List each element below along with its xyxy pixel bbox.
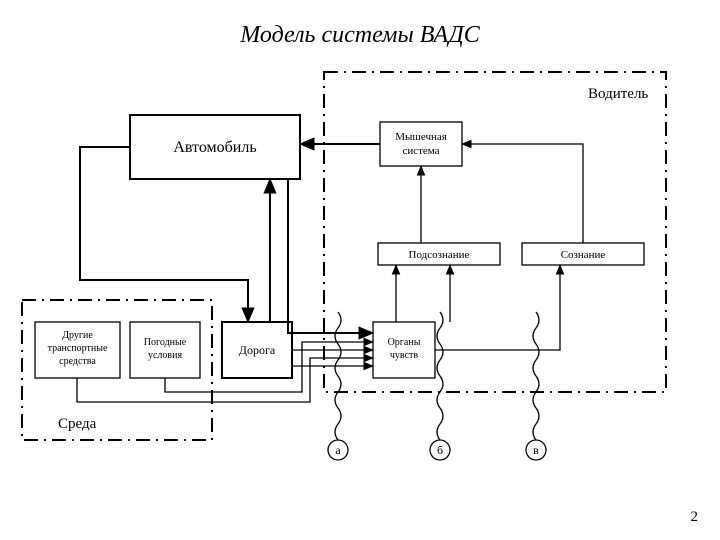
muscle-box <box>380 122 462 166</box>
organs-label-1: Органы <box>388 337 421 348</box>
other-label-2: транспортные <box>48 343 108 354</box>
wave-b <box>437 312 443 440</box>
wave-a <box>335 312 341 440</box>
driver-label: Водитель <box>588 86 648 102</box>
auto-label: Автомобиль <box>173 139 256 156</box>
edge-auto-to-organs <box>288 179 373 333</box>
muscle-label-1: Мышечная <box>395 131 447 143</box>
weather-label-1: Погодные <box>144 337 187 348</box>
edge-cons-to-muscle <box>462 144 583 243</box>
organs-label-2: чувств <box>390 350 419 361</box>
cons-label: Сознание <box>561 249 606 261</box>
other-label-3: средства <box>59 356 96 367</box>
circle-v-label: в <box>533 443 539 457</box>
edge-organs-to-cons <box>435 265 560 350</box>
circle-b-label: б <box>437 443 443 457</box>
weather-label-2: условия <box>148 350 183 361</box>
circle-a-label: а <box>335 443 341 457</box>
wave-v <box>533 312 539 440</box>
env-label: Среда <box>58 416 97 432</box>
subcons-label: Подсознание <box>409 249 470 261</box>
road-label: Дорога <box>239 343 276 357</box>
diagram-svg: Автомобиль Мышечная система Подсознание … <box>0 0 720 540</box>
page-number: 2 <box>691 509 699 526</box>
muscle-label-2: система <box>402 145 439 157</box>
other-label-1: Другие <box>62 330 93 341</box>
